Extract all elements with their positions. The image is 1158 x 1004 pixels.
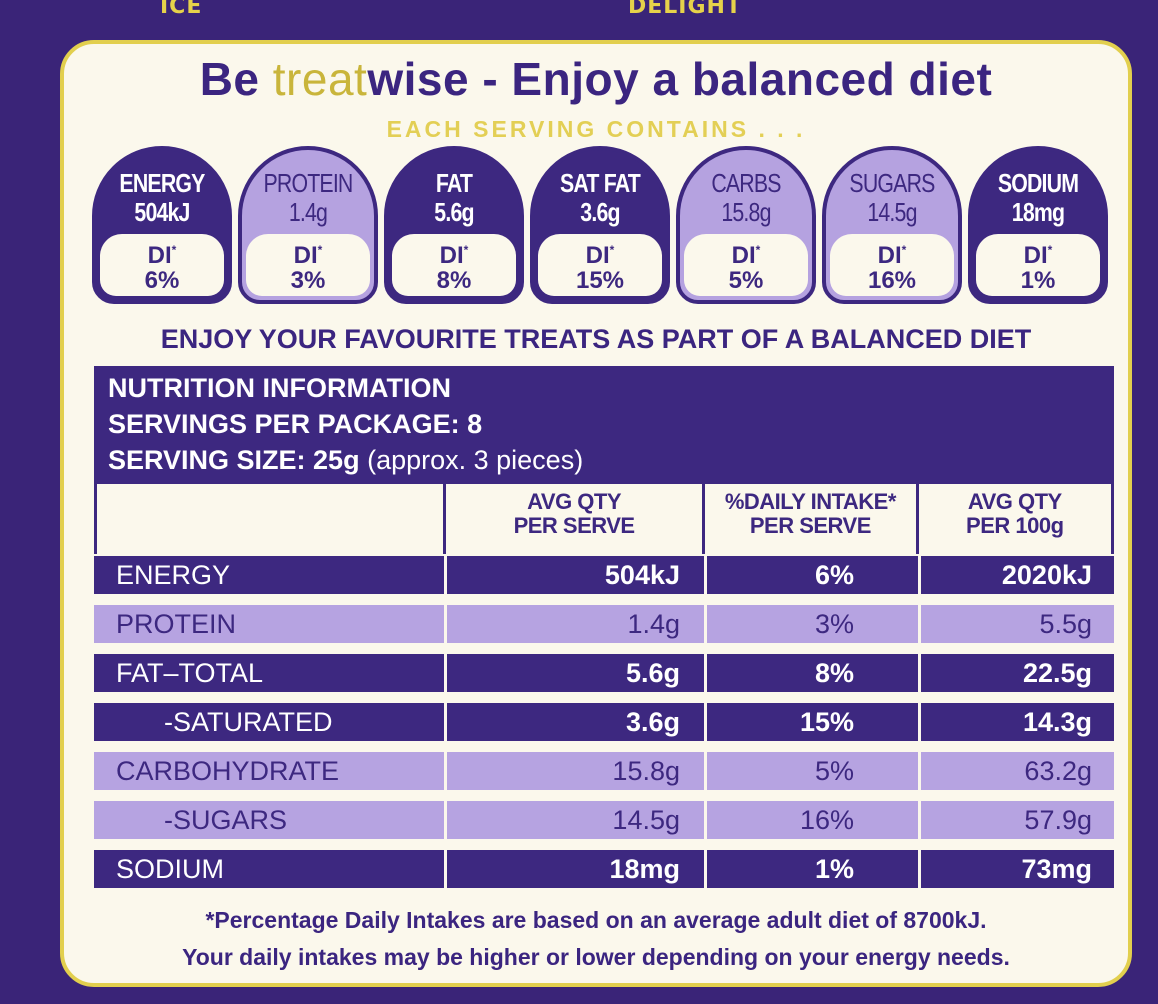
headline-treat: treat: [272, 53, 368, 105]
gda-protein: PROTEIN 1.4g DI* 3%: [238, 146, 378, 304]
balanced-diet-message: ENJOY YOUR FAVOURITE TREATS AS PART OF A…: [160, 324, 1032, 354]
gda-value: 15.8g: [721, 197, 771, 227]
row-daily-intake: 16%: [704, 801, 918, 839]
servings-per-package: SERVINGS PER PACKAGE: 8: [108, 409, 483, 439]
package-text-fragment-delight: DELIGHT: [628, 0, 742, 19]
gda-di: DI*: [147, 242, 177, 269]
gda-sodium: SODIUM 18mg DI* 1%: [968, 146, 1108, 304]
gda-sat-fat: SAT FAT 3.6g DI* 15%: [530, 146, 670, 304]
gda-energy: ENERGY 504kJ DI* 6%: [92, 146, 232, 304]
nutrition-title: NUTRITION INFORMATION: [108, 373, 451, 403]
row-per-serve: 5.6g: [444, 654, 704, 692]
column-header-avg-serve: AVG QTY PER SERVE: [446, 484, 706, 554]
gda-value: 504kJ: [134, 197, 190, 227]
row-per-serve: 1.4g: [444, 605, 704, 643]
row-nutrient: FAT–TOTAL: [116, 658, 264, 688]
gda-label: ENERGY: [119, 168, 205, 198]
column-header-blank: [97, 484, 446, 554]
gda-value: 5.6g: [434, 197, 474, 227]
row-per-100g: 5.5g: [918, 605, 1114, 643]
gda-pct: 3%: [290, 267, 326, 294]
footnote-line-1: *Percentage Daily Intakes are based on a…: [205, 907, 987, 933]
table-row: ENERGY 504kJ 6% 2020kJ: [94, 556, 1114, 594]
row-per-serve: 18mg: [444, 850, 704, 888]
gda-value: 14.5g: [867, 197, 917, 227]
row-daily-intake: 15%: [704, 703, 918, 741]
gda-label: SUGARS: [849, 168, 935, 198]
table-row: SODIUM 18mg 1% 73mg: [94, 850, 1114, 888]
gda-pct: 1%: [1020, 267, 1056, 294]
gda-label: PROTEIN: [263, 168, 353, 198]
gda-pct: 5%: [728, 267, 764, 294]
each-serving-subhead: EACH SERVING CONTAINS . . .: [386, 116, 806, 142]
gda-di: DI*: [1023, 242, 1053, 269]
column-header-daily-intake: %DAILY INTAKE* PER SERVE: [705, 484, 919, 554]
gda-value: 18mg: [1011, 197, 1065, 227]
row-nutrient: ENERGY: [116, 560, 231, 590]
row-nutrient: -SUGARS: [164, 805, 288, 835]
table-row: PROTEIN 1.4g 3% 5.5g: [94, 605, 1114, 643]
gda-carbs: CARBS 15.8g DI* 5%: [676, 146, 816, 304]
row-per-100g: 57.9g: [918, 801, 1114, 839]
gda-sugars: SUGARS 14.5g DI* 16%: [822, 146, 962, 304]
row-per-serve: 3.6g: [444, 703, 704, 741]
gda-di: DI*: [731, 242, 761, 269]
row-per-serve: 504kJ: [444, 556, 704, 594]
package-text-fragment-ice: ICE: [160, 0, 203, 19]
row-per-serve: 15.8g: [444, 752, 704, 790]
gda-label: CARBS: [711, 168, 781, 198]
row-daily-intake: 1%: [704, 850, 918, 888]
row-per-100g: 73mg: [918, 850, 1114, 888]
row-per-100g: 63.2g: [918, 752, 1114, 790]
row-daily-intake: 5%: [704, 752, 918, 790]
gda-value: 1.4g: [288, 197, 328, 227]
row-nutrient: -SATURATED: [164, 707, 333, 737]
headline-be: Be: [199, 53, 273, 105]
table-row: FAT–TOTAL 5.6g 8% 22.5g: [94, 654, 1114, 692]
gda-label: FAT: [435, 168, 473, 198]
gda-di: DI*: [585, 242, 615, 269]
row-nutrient: PROTEIN: [116, 609, 237, 639]
row-daily-intake: 8%: [704, 654, 918, 692]
row-daily-intake: 6%: [704, 556, 918, 594]
row-daily-intake: 3%: [704, 605, 918, 643]
nutrition-header: NUTRITION INFORMATION SERVINGS PER PACKA…: [94, 366, 1114, 484]
headline-wise: wise - Enjoy a balanced diet: [367, 53, 993, 105]
gda-label: SODIUM: [997, 168, 1079, 198]
nutrition-panel: Be treatwise - Enjoy a balanced diet EAC…: [60, 40, 1132, 987]
table-row: -SATURATED 3.6g 15% 14.3g: [94, 703, 1114, 741]
gda-pct: 15%: [575, 267, 625, 294]
gda-pct: 6%: [144, 267, 180, 294]
row-per-serve: 14.5g: [444, 801, 704, 839]
row-nutrient: SODIUM: [116, 854, 224, 884]
gda-pct: 8%: [436, 267, 472, 294]
gda-label: SAT FAT: [560, 168, 641, 198]
daily-intake-icons: ENERGY 504kJ DI* 6% PROTEIN 1.4g DI* 3% FAT 5…: [92, 146, 1108, 304]
column-header-avg-100g: AVG QTY PER 100g: [919, 484, 1114, 554]
row-per-100g: 2020kJ: [918, 556, 1114, 594]
table-row: CARBOHYDRATE 15.8g 5% 63.2g: [94, 752, 1114, 790]
gda-di: DI*: [439, 242, 469, 269]
gda-value: 3.6g: [580, 197, 620, 227]
serving-size: SERVING SIZE: 25g (approx. 3 pieces): [108, 445, 584, 475]
footnote: *Percentage Daily Intakes are based on a…: [64, 902, 1128, 976]
footnote-line-2: Your daily intakes may be higher or lowe…: [182, 944, 1010, 970]
gda-pct: 16%: [867, 267, 917, 294]
column-headers: AVG QTY PER SERVE %DAILY INTAKE* PER SER…: [94, 484, 1114, 554]
row-nutrient: CARBOHYDRATE: [116, 756, 340, 786]
row-per-100g: 22.5g: [918, 654, 1114, 692]
nutrition-table: NUTRITION INFORMATION SERVINGS PER PACKA…: [94, 366, 1114, 888]
row-per-100g: 14.3g: [918, 703, 1114, 741]
gda-di: DI*: [877, 242, 907, 269]
gda-di: DI*: [293, 242, 323, 269]
gda-fat: FAT 5.6g DI* 8%: [384, 146, 524, 304]
table-row: -SUGARS 14.5g 16% 57.9g: [94, 801, 1114, 839]
headline: Be treatwise - Enjoy a balanced diet: [64, 52, 1128, 106]
